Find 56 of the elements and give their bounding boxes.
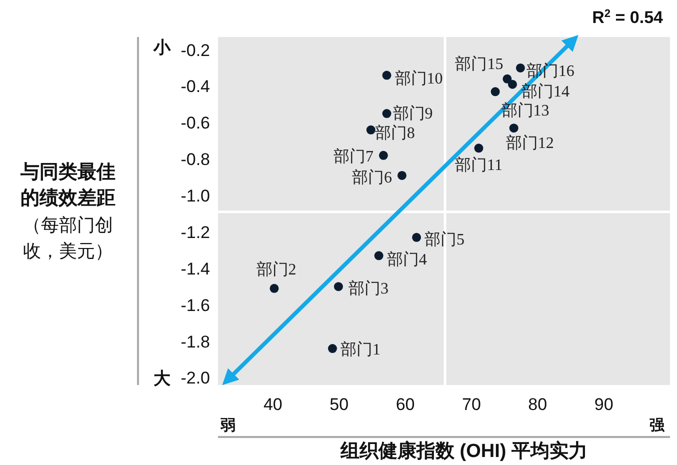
point (382, 70, 392, 80)
x-tick-label: 80 (528, 395, 548, 414)
point (502, 74, 512, 84)
annotation: 部门14 (521, 82, 570, 100)
text: 弱 (220, 417, 236, 434)
point (334, 282, 343, 292)
annotation: 部门7 (333, 147, 374, 166)
x-tick-label: 50 (330, 395, 349, 414)
y-tick-label: -2.0 (180, 368, 210, 388)
y-tick-label: -1.0 (180, 186, 210, 206)
x-tick-label: 40 (263, 395, 282, 414)
y-axis-title: 与同类最佳的绩效差距 (20, 161, 116, 209)
point (508, 80, 517, 89)
text: 强 (650, 417, 666, 434)
annotation: 部门1 (340, 340, 380, 359)
point (382, 109, 392, 118)
text: R$^{2}$ = 0.54 (592, 8, 664, 27)
annotation: 部门2 (256, 260, 296, 278)
annotation: 部门11 (455, 156, 502, 174)
text: 小 (152, 38, 172, 57)
annotation: 部门5 (424, 230, 465, 248)
y-tick-label: -1.4 (180, 259, 210, 278)
text: （每部门创收，美元） (23, 215, 113, 261)
x-axis-title: 组织健康指数 (OHI) 平均实力 (340, 440, 588, 462)
annotation: 部门6 (352, 168, 392, 186)
point (328, 344, 337, 354)
point (474, 144, 484, 153)
annotation: 部门15 (455, 54, 504, 73)
x-tick-label: 90 (594, 395, 614, 414)
y-tick-label: -1.2 (180, 222, 210, 242)
annotation: 部门4 (386, 250, 427, 269)
annotation: 部门9 (392, 104, 433, 123)
y-tick-label: -0.4 (180, 77, 210, 96)
point (378, 150, 388, 160)
point (412, 232, 422, 242)
point (374, 251, 384, 260)
y-tick-label: -1.8 (180, 332, 210, 352)
text: 大 (154, 369, 172, 388)
x-tick-label: 70 (462, 395, 481, 414)
y-tick-label: -0.2 (180, 40, 210, 60)
y-tick-label: -0.8 (180, 150, 210, 170)
annotation: 部门3 (348, 280, 388, 298)
point (270, 284, 279, 293)
point (490, 87, 500, 96)
annotation: 部门13 (501, 102, 550, 120)
point (509, 124, 518, 133)
x-tick-label: 60 (396, 395, 415, 414)
point (366, 125, 376, 134)
annotation: 部门16 (526, 62, 574, 80)
annotation: 部门10 (394, 69, 443, 88)
point (516, 63, 525, 72)
y-tick-label: -1.6 (180, 296, 210, 315)
annotation: 部门12 (506, 134, 554, 152)
point (397, 170, 406, 180)
y-tick-label: -0.6 (180, 114, 210, 133)
annotation: 部门8 (374, 124, 415, 142)
